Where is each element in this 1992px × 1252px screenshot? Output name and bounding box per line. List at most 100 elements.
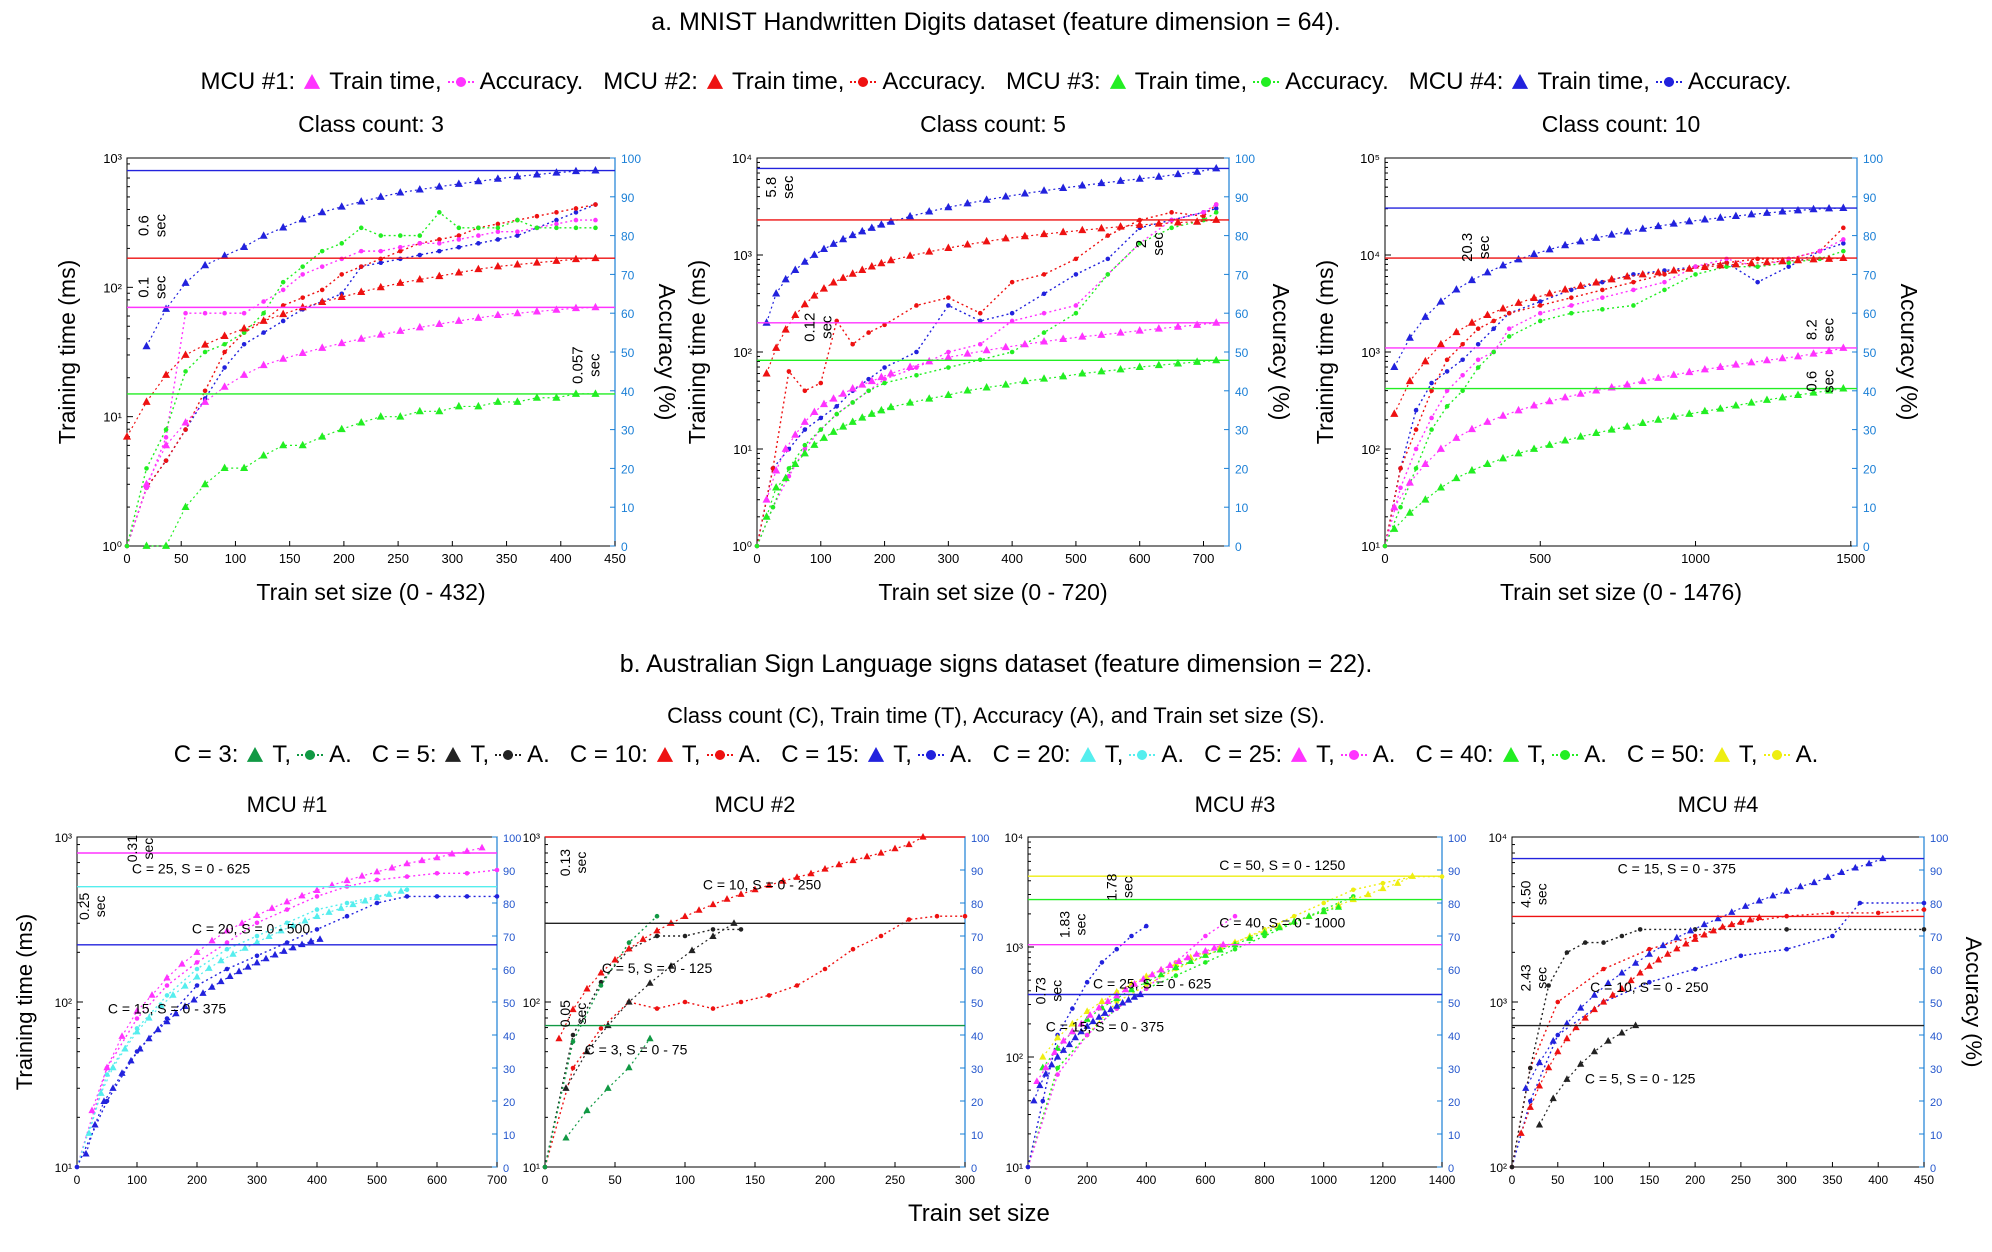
- time-point: [1838, 868, 1846, 876]
- accuracy-point: [1537, 310, 1543, 316]
- accuracy-point: [554, 217, 559, 223]
- accuracy-point: [554, 225, 559, 231]
- time-point: [226, 972, 234, 979]
- time-point: [474, 264, 483, 273]
- time-point: [1039, 1053, 1047, 1060]
- time-point: [1390, 524, 1399, 532]
- accuracy-point: [1693, 272, 1698, 277]
- legend-a-label: A.: [1372, 741, 1396, 768]
- time-point: [1135, 326, 1144, 334]
- accuracy-point: [1506, 326, 1512, 332]
- annotation-unit: sec: [818, 315, 835, 339]
- accuracy-series-line: [544, 928, 741, 1168]
- y2-tick-label: 70: [1930, 932, 1942, 944]
- time-point: [835, 860, 843, 868]
- time-point: [435, 271, 444, 280]
- y-tick-label: 10⁰: [732, 539, 752, 554]
- time-point: [829, 394, 838, 402]
- x-tick-label: 0: [1381, 551, 1388, 566]
- accuracy-point: [946, 295, 951, 300]
- time-annotation: 0.05sec: [557, 1000, 589, 1027]
- time-point: [145, 1013, 153, 1021]
- time-series-line: [1520, 916, 1760, 1134]
- time-point: [1053, 1053, 1062, 1060]
- x-tick-label: 200: [333, 551, 355, 566]
- time-point: [1216, 945, 1224, 953]
- time-point: [1405, 333, 1414, 341]
- y-tick-label: 10⁴: [1360, 248, 1380, 263]
- series-label: C = 15, S = 0 - 375: [1046, 1019, 1165, 1035]
- time-point: [1097, 330, 1106, 338]
- time-point: [737, 890, 745, 897]
- legend-train-label: Train time,: [731, 68, 845, 95]
- y2-tick-label: 20: [1235, 462, 1249, 476]
- time-point: [1654, 955, 1663, 963]
- time-point: [1135, 220, 1144, 228]
- x-tick-label: 1000: [1310, 1173, 1337, 1187]
- time-point: [169, 991, 177, 998]
- time-point: [762, 318, 771, 326]
- time-point: [1130, 980, 1139, 987]
- y2-tick-label: 90: [1930, 866, 1942, 878]
- time-point: [1718, 922, 1727, 930]
- accuracy-point: [1213, 206, 1219, 211]
- time-point: [318, 432, 327, 440]
- legend-label: MCU #3:: [1006, 68, 1101, 95]
- time-point: [625, 998, 633, 1005]
- accuracy-point: [1631, 303, 1636, 308]
- legend-dot-icon: [495, 750, 522, 760]
- time-point: [1716, 404, 1725, 412]
- y2-tick-label: 50: [1448, 998, 1460, 1010]
- y2-tick-label: 10: [1930, 1130, 1942, 1142]
- time-point: [1783, 887, 1791, 894]
- annotation-unit: sec: [1150, 232, 1167, 256]
- time-point: [1334, 903, 1343, 910]
- time-point: [325, 908, 333, 915]
- y2-tick-label: 20: [1930, 1097, 1942, 1109]
- plot-frame: [126, 157, 616, 547]
- time-point: [829, 427, 838, 435]
- time-point: [1436, 339, 1445, 348]
- time-point: [1187, 957, 1195, 964]
- chart-title: Class count: 10: [1542, 111, 1701, 137]
- annotation-unit: sec: [1821, 369, 1838, 393]
- time-point: [244, 962, 252, 970]
- accuracy-point: [1413, 466, 1419, 471]
- time-point: [493, 397, 502, 405]
- x-tick-label: 150: [1639, 1173, 1659, 1187]
- y2-axis-label: Accuracy (%): [654, 284, 680, 421]
- time-point: [1700, 930, 1708, 938]
- time-point: [396, 188, 405, 196]
- time-point: [238, 919, 246, 926]
- accuracy-point: [494, 867, 500, 873]
- accuracy-series-line: [126, 203, 596, 547]
- time-point: [779, 877, 787, 884]
- time-point: [268, 904, 276, 911]
- accuracy-point: [378, 248, 384, 254]
- time-point: [1545, 440, 1554, 448]
- time-point: [982, 383, 991, 391]
- time-point: [493, 310, 502, 319]
- annotation-value: 0.05: [557, 1000, 573, 1027]
- time-point: [1483, 417, 1492, 425]
- annotation-unit: sec: [153, 275, 170, 299]
- time-point: [298, 214, 307, 223]
- accuracy-series-line: [126, 203, 596, 547]
- accuracy-point: [254, 933, 260, 939]
- time-point: [1483, 459, 1492, 467]
- time-point: [301, 916, 309, 924]
- time-point: [781, 444, 790, 452]
- time-point: [337, 292, 346, 301]
- accuracy-point: [1631, 287, 1636, 293]
- time-point: [1545, 289, 1554, 297]
- x-axis-label: Train set size (0 - 1476): [1500, 579, 1742, 605]
- y2-tick-label: 40: [503, 1031, 515, 1043]
- y-tick-label: 10³: [733, 248, 752, 263]
- accuracy-point: [866, 330, 871, 335]
- y2-tick-label: 50: [1863, 346, 1877, 360]
- y2-tick-label: 30: [1863, 424, 1877, 438]
- time-point: [136, 1044, 144, 1052]
- accuracy-point: [224, 940, 230, 945]
- time-point: [118, 1069, 126, 1076]
- time-point: [1498, 453, 1508, 462]
